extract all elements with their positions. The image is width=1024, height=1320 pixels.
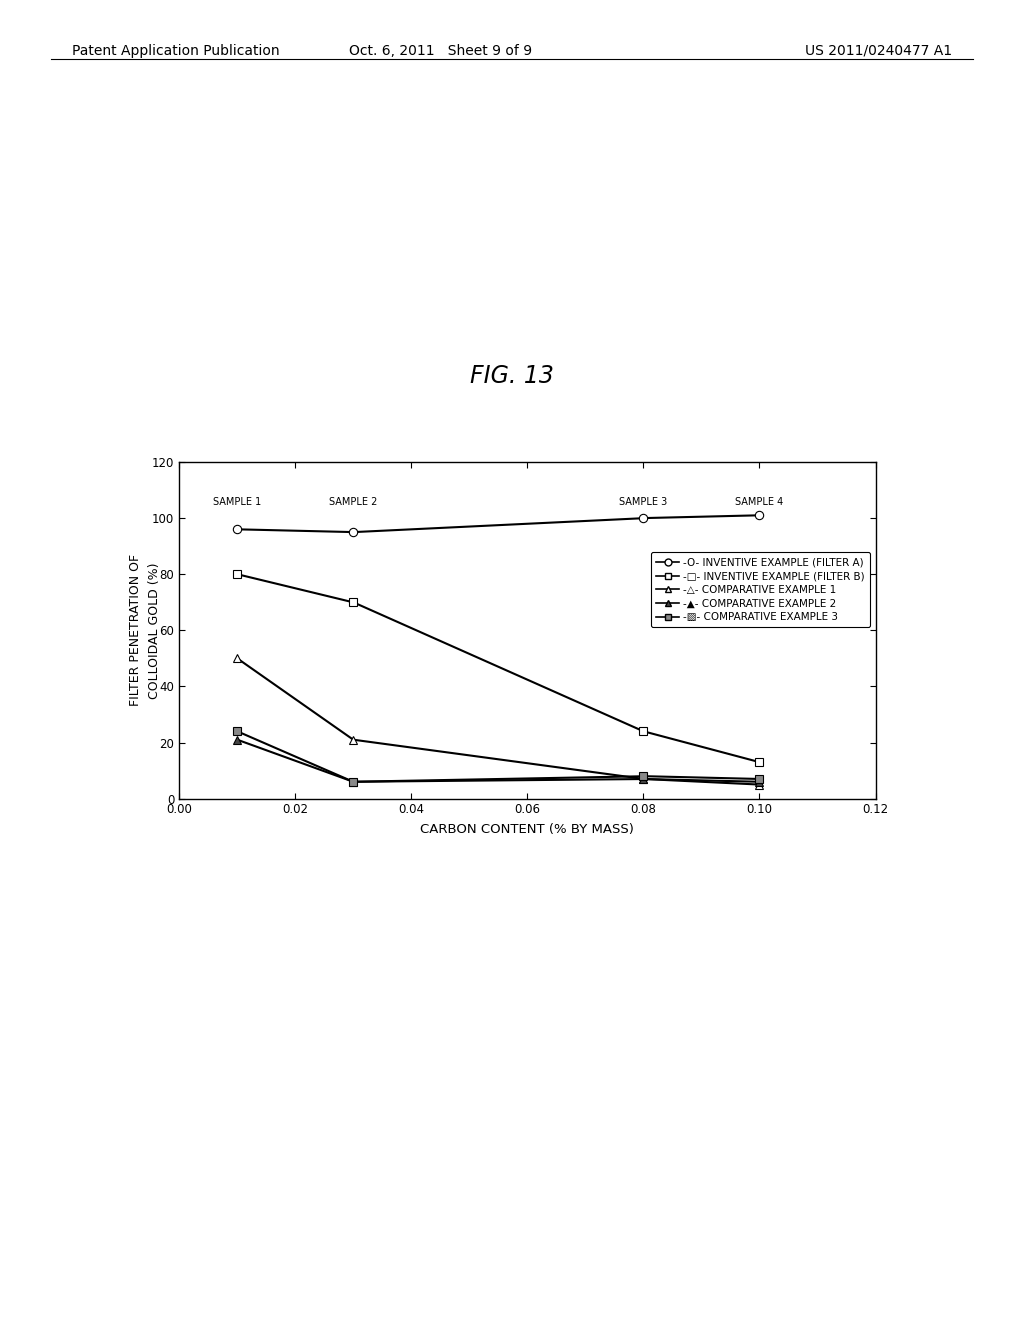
Text: FIG. 13: FIG. 13 (470, 364, 554, 388)
Text: SAMPLE 1: SAMPLE 1 (213, 496, 261, 507)
X-axis label: CARBON CONTENT (% BY MASS): CARBON CONTENT (% BY MASS) (421, 824, 634, 837)
Legend: -O- INVENTIVE EXAMPLE (FILTER A), -□- INVENTIVE EXAMPLE (FILTER B), -△- COMPARAT: -O- INVENTIVE EXAMPLE (FILTER A), -□- IN… (651, 552, 870, 627)
Y-axis label: FILTER PENETRATION OF
COLLOIDAL GOLD (%): FILTER PENETRATION OF COLLOIDAL GOLD (%) (129, 554, 161, 706)
Text: US 2011/0240477 A1: US 2011/0240477 A1 (805, 44, 952, 58)
Text: Oct. 6, 2011   Sheet 9 of 9: Oct. 6, 2011 Sheet 9 of 9 (349, 44, 531, 58)
Text: Patent Application Publication: Patent Application Publication (72, 44, 280, 58)
Text: SAMPLE 3: SAMPLE 3 (620, 496, 668, 507)
Text: SAMPLE 2: SAMPLE 2 (329, 496, 378, 507)
Text: SAMPLE 4: SAMPLE 4 (735, 496, 783, 507)
